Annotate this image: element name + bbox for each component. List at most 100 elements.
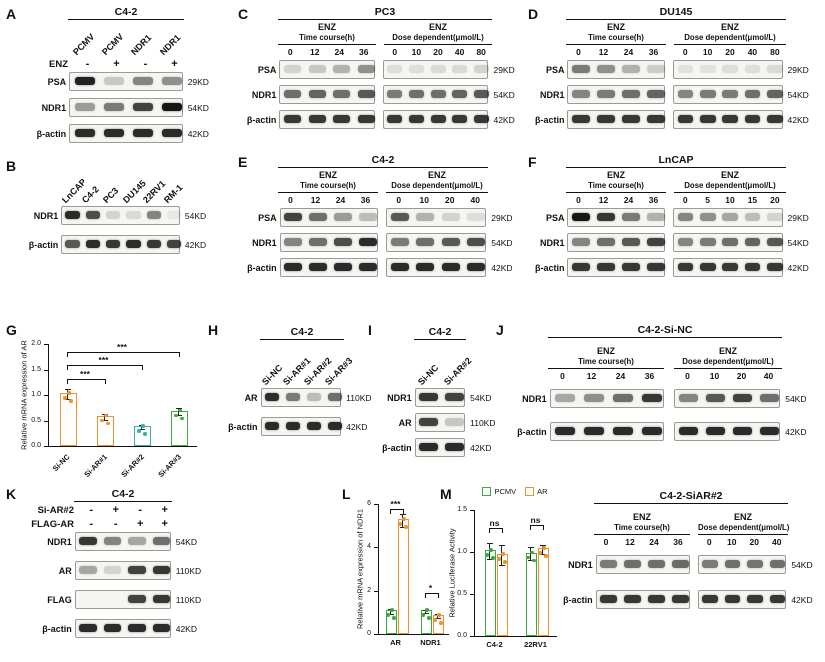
protein-band <box>408 65 425 73</box>
protein-band <box>642 427 663 435</box>
molecular-weight-label: 42KD <box>346 421 368 432</box>
data-point <box>485 553 489 557</box>
condition-value: + <box>137 518 144 530</box>
blot-lane-box <box>567 110 666 129</box>
treatment-label: ENZ <box>607 22 625 32</box>
blot-lane-box <box>567 233 666 252</box>
group-header: ENZ Time course(h) <box>548 346 664 369</box>
group-headers: ENZ Time course(h) ENZ Dose dependent(μmol/… <box>548 346 820 369</box>
blot-lane-box <box>673 208 783 227</box>
protein-band <box>284 238 302 246</box>
blot-panel-K: C4-2 Si-AR#2 - + - + FLAG-AR - - + + NDR1 54KD AR 110K… <box>20 488 216 648</box>
protein-band <box>132 77 153 85</box>
error-bar <box>542 546 543 555</box>
protein-band <box>452 90 468 98</box>
error-bar-cap <box>539 545 546 547</box>
blot-row: NDR1 54KD <box>508 389 820 408</box>
lane-label: NDR1 <box>158 32 183 57</box>
protein-band <box>445 443 464 451</box>
molecular-weight-label: 42KD <box>791 594 813 605</box>
protein-band <box>702 595 718 603</box>
molecular-weight-label: 29KD <box>187 76 209 87</box>
blot-title: C4-2-SiAR#2 <box>594 490 788 504</box>
blot-lane-box <box>279 60 376 79</box>
plot-area <box>474 510 557 637</box>
lane-numbers: 0 12 24 36 <box>278 47 376 57</box>
protein-band <box>79 537 97 545</box>
blot-row: NDR1 54KD <box>530 85 822 104</box>
blot-lane-box <box>61 206 182 225</box>
treatment-sublabel: Dose dependent(μmol/L) <box>674 357 782 369</box>
blot-panel-I: C4-2 Si-NC Si-AR#2 NDR1 54KD AR 110KD β-actin 42… <box>378 326 500 463</box>
blot-lane-box <box>385 258 487 277</box>
protein-band <box>700 65 716 73</box>
protein-label: NDR1 <box>539 89 565 100</box>
protein-band <box>166 211 182 219</box>
treatment-sublabel: Dose dependent(μmol/L) <box>674 33 786 45</box>
protein-band <box>584 427 605 435</box>
blot-panel-C: PC3 ENZ Time course(h) ENZ Dose dependent(μm… <box>240 6 526 135</box>
blot-lane-box <box>673 422 781 441</box>
protein-band <box>74 103 95 111</box>
chart-panel-G: Relative mRNA expression of AR 0.0 0.5 1.0 1… <box>14 328 202 479</box>
blot-lane-box <box>414 388 466 407</box>
blot-lane-box <box>567 60 666 79</box>
error-bar <box>501 546 502 567</box>
protein-band <box>79 624 97 632</box>
protein-band <box>767 213 783 221</box>
protein-band <box>146 240 161 248</box>
blot-row: β-actin 42KD <box>20 619 216 638</box>
legend-item: AR <box>525 487 548 496</box>
protein-band <box>103 537 122 545</box>
protein-band <box>65 211 80 219</box>
condition-row: ENZ - + - + <box>20 58 230 70</box>
treatment-sublabel: Dose dependent(μmol/L) <box>384 33 492 45</box>
lane-label: Si-NC <box>416 362 441 387</box>
lane-number: 0 <box>603 537 609 547</box>
blot-lane-box <box>383 110 489 129</box>
condition-values: - + - + <box>79 504 177 516</box>
protein-band <box>152 566 171 574</box>
protein-band <box>473 90 489 98</box>
group-headers: ENZ Time course(h) ENZ Dose dependent(μmol/… <box>594 512 824 535</box>
lane-number: 20 <box>433 47 443 57</box>
treatment-sublabel: Dose dependent(μmol/L) <box>674 181 786 193</box>
error-bar <box>178 409 179 417</box>
lane-number: 10 <box>727 537 737 547</box>
lane-number: 0 <box>576 195 581 205</box>
protein-band <box>166 240 182 248</box>
y-tick-label: 2 <box>367 586 371 594</box>
lane-number: 0 <box>288 195 293 205</box>
protein-label: AR <box>58 565 72 576</box>
blot-row: NDR1 54KD <box>20 532 216 551</box>
condition-value: + <box>113 58 120 70</box>
error-bar-cap <box>527 546 534 548</box>
lane-number: 0 <box>287 47 293 57</box>
lane-numbers: 0 10 20 40 <box>674 371 782 381</box>
blot-row: NDR1 54KD <box>20 98 230 117</box>
protein-band <box>744 213 761 221</box>
protein-band <box>309 238 327 246</box>
x-category-label: AR <box>390 638 401 647</box>
protein-band <box>128 537 146 545</box>
protein-band <box>473 115 489 123</box>
protein-band <box>767 238 783 246</box>
treatment-label: ENZ <box>319 170 337 180</box>
y-tick-label: 0 <box>367 630 371 637</box>
protein-band <box>572 238 590 246</box>
condition-name: ENZ <box>49 58 68 70</box>
protein-label: PSA <box>545 212 565 223</box>
molecular-weight-label: 29KD <box>493 64 515 75</box>
y-tick <box>374 504 378 505</box>
protein-band <box>308 90 326 98</box>
protein-band <box>105 211 121 219</box>
protein-band <box>759 427 779 435</box>
molecular-weight-label: 42KD <box>785 426 807 437</box>
protein-label: NDR1 <box>539 237 565 248</box>
protein-band <box>572 90 590 98</box>
group-header: ENZ Dose dependent(μmol/L) <box>698 512 789 535</box>
panel-letter-A: A <box>6 6 17 22</box>
protein-band <box>387 90 403 98</box>
protein-band <box>416 263 435 271</box>
treatment-label: ENZ <box>721 170 739 180</box>
